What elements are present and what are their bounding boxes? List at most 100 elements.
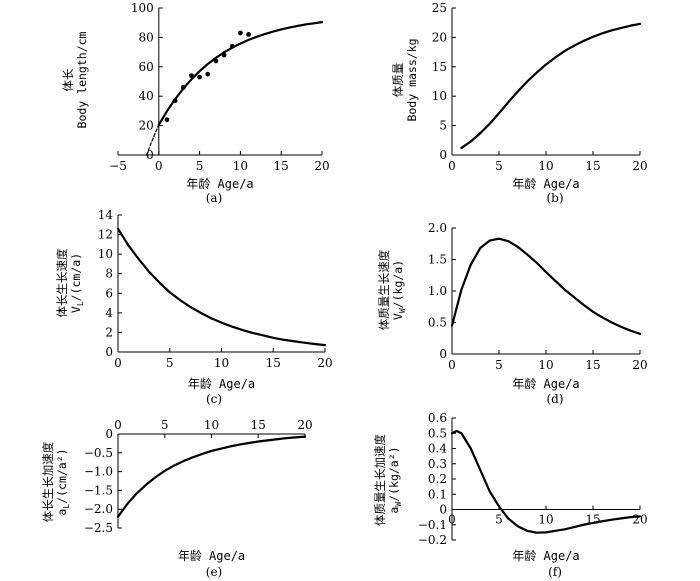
data-point <box>213 58 219 64</box>
y-axis-label: 体长生长速度 VL/(cm/a) <box>55 248 85 317</box>
chart-panel-b: 0 5 10 15 20 25 0 5 10 15 20 体质量 Body mass/kg 年龄 Age/… <box>391 1 648 205</box>
y-axis-label: 体长 Body length/cm <box>61 31 89 128</box>
x-tick-label: 20 <box>632 159 647 173</box>
y-tick-label: 15 <box>432 60 447 74</box>
y-tick-label: 2.0 <box>428 221 447 235</box>
x-tick-label: 5 <box>196 159 204 173</box>
x-tick-label: −5 <box>109 159 127 173</box>
y-axis-label-en: aL/(cm/a²) <box>55 448 71 515</box>
data-point <box>197 74 203 80</box>
y-axis-label-symbol: V <box>69 306 83 313</box>
y-tick-label: 60 <box>139 60 154 74</box>
panel-label: (d) <box>546 392 563 406</box>
x-tick-label: 0 <box>114 356 122 370</box>
x-tick-label: 20 <box>297 418 312 432</box>
y-tick-label: 1.0 <box>428 284 447 298</box>
data-point <box>238 30 243 36</box>
panel-label: (f) <box>548 565 562 579</box>
y-axis-label-en: VL/(cm/a) <box>69 253 85 313</box>
series-line-mass_velocity <box>450 237 642 335</box>
y-tick-label: 10 <box>432 89 447 103</box>
x-tick-label: 10 <box>538 159 553 173</box>
x-tick-label: 10 <box>204 418 219 432</box>
y-tick-label: 5 <box>439 119 447 133</box>
x-tick-label: 10 <box>538 358 553 372</box>
data-point <box>246 32 251 37</box>
y-axis-label-cn: 体长生长加速度 <box>41 441 55 522</box>
x-tick-label: 5 <box>495 159 503 173</box>
x-axis-label: 年龄 Age/a <box>512 177 579 191</box>
y-tick-label: 25 <box>432 1 447 15</box>
data-point <box>229 43 235 49</box>
y-tick-label: 0 <box>146 148 154 162</box>
panel-label: (b) <box>546 191 563 205</box>
y-tick-label: 4 <box>105 306 113 320</box>
y-tick-label: −1.5 <box>84 483 113 497</box>
x-tick-label: 0 <box>114 418 122 432</box>
x-tick-label: 15 <box>266 356 281 370</box>
x-tick-label: 20 <box>314 159 329 173</box>
data-point <box>221 52 227 58</box>
chart-panel-c: 0 2 4 6 8 10 12 14 0 5 10 15 20 体长生长速度 VL/(cm/a) 年龄 Age… <box>55 208 333 406</box>
x-tick-label: 0 <box>448 159 456 173</box>
y-axis-label-subscript: L <box>76 301 85 306</box>
series-line-fitted <box>157 21 324 126</box>
y-tick-label: 10 <box>98 247 113 261</box>
y-tick-label: −0.1 <box>418 518 447 532</box>
y-tick-label: 6 <box>105 286 113 300</box>
x-axis-label: 年龄 Age/a <box>188 377 255 391</box>
x-tick-label: 20 <box>632 358 647 372</box>
x-tick-label: 20 <box>317 356 332 370</box>
y-axis-label-cn: 体长 <box>61 68 75 91</box>
x-tick-label: 15 <box>585 358 600 372</box>
y-axis-label: 体质量生长加速度 aW/(kg/a²) <box>373 434 403 526</box>
x-tick-label: 15 <box>274 159 289 173</box>
series-line-mass_acceleration <box>450 429 642 534</box>
x-tick-label: 5 <box>495 358 503 372</box>
x-axis-label: 年龄 Age/a <box>178 549 245 563</box>
panel-label: (e) <box>206 565 222 579</box>
y-tick-label: 100 <box>131 1 154 15</box>
y-axis-label-symbol: V <box>391 313 405 320</box>
y-tick-label: 0.1 <box>428 487 447 501</box>
data-point <box>164 117 170 123</box>
y-axis-label-unit: /(cm/a) <box>69 253 83 301</box>
y-tick-label: −2.5 <box>84 521 113 535</box>
y-tick-label: 1.5 <box>428 253 447 267</box>
y-axis-label-subscript: W <box>398 308 407 313</box>
y-axis-label-unit: /(kg/a²) <box>387 446 401 501</box>
y-tick-label: 20 <box>432 30 447 44</box>
y-axis-label-cn: 体质量 <box>391 63 405 98</box>
series-line-extrapolated <box>145 124 160 156</box>
y-tick-label: −2.0 <box>84 502 113 516</box>
y-tick-label: −0.5 <box>84 446 113 460</box>
x-tick-label: 10 <box>233 159 248 173</box>
y-tick-label: 2 <box>105 325 113 339</box>
y-axis-label-cn: 体质量生长加速度 <box>373 434 387 526</box>
y-tick-label: 0 <box>439 503 447 517</box>
y-tick-label: 12 <box>98 228 113 242</box>
y-axis-label-en: Body mass/kg <box>405 38 419 121</box>
series-line-length_acceleration <box>116 435 307 518</box>
x-tick-label: 15 <box>585 159 600 173</box>
x-tick-label: 5 <box>166 356 174 370</box>
data-point <box>205 71 211 77</box>
y-axis-label-subscript: W <box>394 502 403 507</box>
x-axis-label: 年龄 Age/a <box>512 549 579 563</box>
chart-panel-d: 0 0.5 1.0 1.5 2.0 0 5 10 15 20 体质量生长速度 VW/(kg/a) 年龄 … <box>377 221 648 406</box>
y-axis-label-unit: /(kg/a) <box>391 260 405 308</box>
y-tick-label: 8 <box>105 267 113 281</box>
x-tick-label: 0 <box>448 513 456 527</box>
y-axis-label-en: Body length/cm <box>75 31 89 128</box>
x-tick-label: 0 <box>448 358 456 372</box>
y-tick-label: 0 <box>105 427 113 441</box>
y-axis-label-en: VW/(kg/a) <box>391 260 407 320</box>
x-tick-label: 5 <box>161 418 169 432</box>
y-axis-label-cn: 体长生长速度 <box>55 248 69 317</box>
x-tick-label: 10 <box>538 513 553 527</box>
y-tick-label: 0.2 <box>428 472 447 486</box>
y-axis-label-subscript: L <box>62 504 71 509</box>
y-tick-label: 0.5 <box>428 426 447 440</box>
y-axis-label: 体质量 Body mass/kg <box>391 38 419 121</box>
